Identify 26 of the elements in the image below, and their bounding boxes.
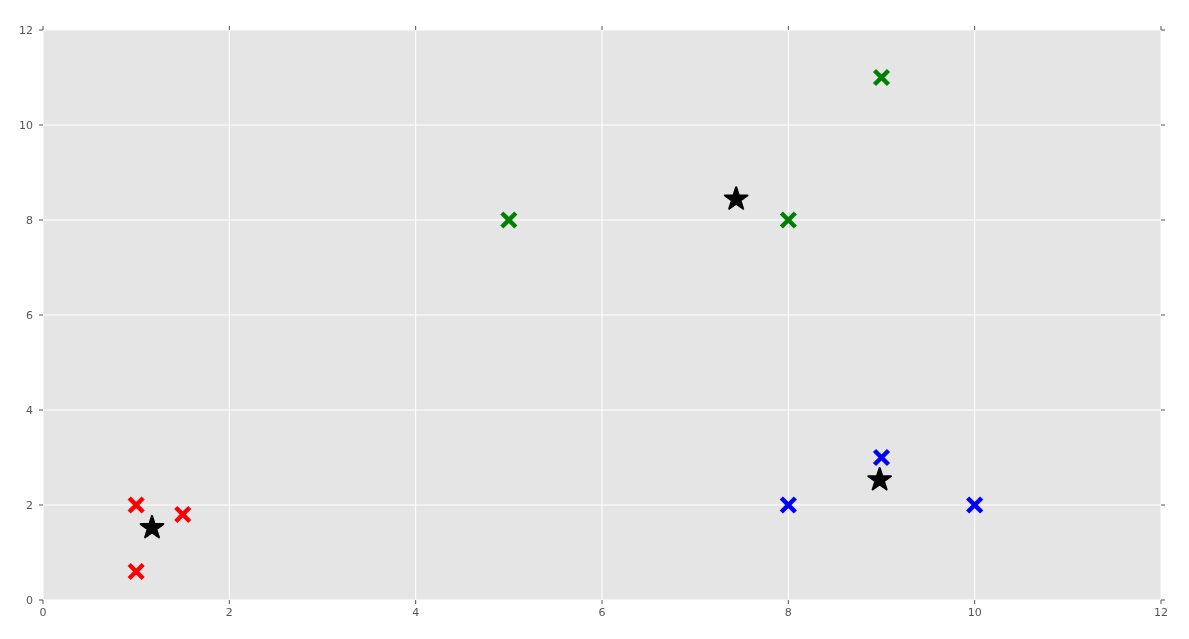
point xyxy=(499,210,519,230)
y-tick-label: 10 xyxy=(19,118,33,132)
x-tick-label: 10 xyxy=(967,606,982,619)
x-tick-label: 2 xyxy=(225,606,233,619)
x-tick-label: 12 xyxy=(1154,606,1168,619)
point xyxy=(872,68,891,87)
y-tick-label: 8 xyxy=(26,213,33,227)
point xyxy=(965,495,984,515)
point xyxy=(723,186,749,210)
point xyxy=(779,495,798,515)
y-tick-label: 0 xyxy=(26,593,33,607)
point xyxy=(867,466,892,491)
y-tick-label: 12 xyxy=(19,23,33,37)
x-tick-label: 4 xyxy=(412,606,420,619)
point xyxy=(779,210,798,230)
x-tick-label: 0 xyxy=(39,606,47,619)
x-tick-label: 6 xyxy=(598,606,606,619)
point xyxy=(126,495,146,515)
point xyxy=(126,562,146,581)
y-tick-label: 6 xyxy=(26,308,33,322)
y-tick-label: 4 xyxy=(26,403,33,417)
point xyxy=(173,505,192,524)
point xyxy=(139,514,165,539)
point xyxy=(872,448,891,467)
y-tick-label: 2 xyxy=(26,498,33,512)
x-tick-label: 8 xyxy=(784,606,792,619)
